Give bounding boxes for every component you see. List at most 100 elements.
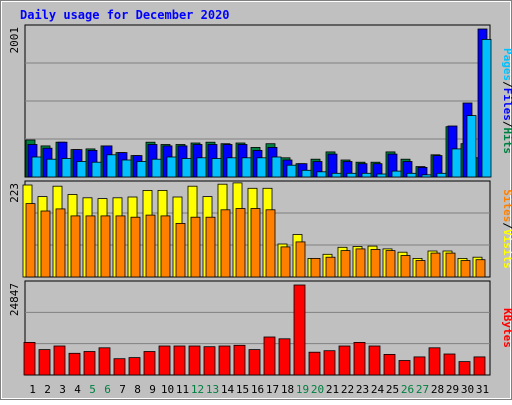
legend-part: /: [501, 81, 512, 88]
bar-visits-sites-day-29: [445, 252, 456, 278]
bar-hits-pages-day-7: [121, 159, 132, 178]
bar-kbytes-kbytes-day-17: [263, 336, 276, 376]
x-tick-label-day-17: 17: [266, 383, 279, 396]
bar-hits-pages-day-12: [196, 157, 207, 178]
bar-kbytes-kbytes-day-21: [323, 350, 336, 376]
bar-kbytes-kbytes-day-14: [218, 345, 231, 376]
bar-kbytes-kbytes-day-1: [23, 341, 36, 376]
bar-visits-sites-day-17: [265, 209, 276, 278]
bar-hits-pages-day-11: [181, 158, 192, 178]
bar-kbytes-kbytes-day-13: [203, 346, 216, 376]
bar-visits-sites-day-8: [130, 216, 141, 278]
bar-kbytes-kbytes-day-5: [83, 351, 96, 376]
bar-hits-pages-day-19: [301, 169, 312, 178]
bar-visits-sites-day-1: [25, 203, 36, 278]
bar-hits-pages-day-13: [211, 158, 222, 178]
x-tick-label-day-28: 28: [431, 383, 444, 396]
bar-kbytes-kbytes-day-25: [383, 353, 396, 376]
x-tick-label-day-30: 30: [461, 383, 474, 396]
bar-visits-sites-day-26: [400, 255, 411, 278]
x-tick-label-day-27: 27: [416, 383, 429, 396]
panel-max-label: 223: [8, 183, 21, 203]
bar-kbytes-kbytes-day-27: [413, 356, 426, 376]
x-tick-label-day-22: 22: [341, 383, 354, 396]
bar-kbytes-kbytes-day-3: [53, 345, 66, 376]
legend-part: /: [501, 121, 512, 128]
chart-title: Daily usage for December 2020: [20, 8, 230, 22]
bar-kbytes-kbytes-day-19: [293, 284, 306, 376]
bar-kbytes-kbytes-day-24: [368, 345, 381, 376]
bar-visits-sites-day-11: [175, 222, 186, 278]
bar-visits-sites-day-24: [370, 248, 381, 278]
bar-kbytes-kbytes-day-11: [173, 345, 186, 376]
x-tick-label-day-13: 13: [206, 383, 219, 396]
bar-visits-sites-day-21: [325, 256, 336, 278]
bar-hits-pages-day-4: [76, 161, 87, 178]
x-tick-label-day-18: 18: [281, 383, 294, 396]
bar-visits-sites-day-4: [70, 215, 81, 278]
legend-part: Visits: [501, 229, 512, 269]
legend-part: Hits: [501, 128, 512, 155]
bar-kbytes-kbytes-day-18: [278, 338, 291, 376]
x-tick-label-day-7: 7: [119, 383, 126, 396]
panel-legend-hits: Pages/Files/Hits: [501, 48, 512, 154]
bar-visits-sites-day-16: [250, 208, 261, 278]
x-tick-label-day-5: 5: [89, 383, 96, 396]
bar-visits-sites-day-12: [190, 216, 201, 278]
x-tick-label-day-8: 8: [134, 383, 141, 396]
outer-frame-highlight: [1, 1, 511, 399]
x-tick-label-day-4: 4: [74, 383, 81, 396]
bar-hits-pages-day-25: [391, 170, 402, 178]
bar-visits-sites-day-27: [415, 260, 426, 278]
bar-hits-pages-day-22: [346, 172, 357, 178]
bar-kbytes-kbytes-day-31: [473, 356, 486, 376]
bar-hits-pages-day-18: [286, 164, 297, 178]
bar-hits-pages-day-24: [376, 173, 387, 178]
x-tick-label-day-19: 19: [296, 383, 309, 396]
bar-visits-sites-day-10: [160, 215, 171, 278]
bar-kbytes-kbytes-day-30: [458, 361, 471, 376]
bar-hits-pages-day-6: [106, 154, 117, 178]
bar-visits-sites-day-5: [85, 215, 96, 278]
bar-kbytes-kbytes-day-15: [233, 344, 246, 376]
bar-hits-pages-day-16: [256, 157, 267, 178]
bar-visits-sites-day-18: [280, 246, 291, 278]
x-tick-label-day-26: 26: [401, 383, 414, 396]
x-tick-label-day-31: 31: [476, 383, 489, 396]
bar-kbytes-kbytes-day-8: [128, 357, 141, 376]
bar-visits-sites-day-9: [145, 214, 156, 278]
bar-visits-sites-day-31: [475, 259, 486, 278]
x-tick-label-day-6: 6: [104, 383, 111, 396]
panel-visits: 223 Sites/Visits: [8, 180, 512, 278]
bar-hits-pages-day-1: [31, 156, 42, 178]
x-tick-label-day-24: 24: [371, 383, 385, 396]
bar-hits-pages-day-27: [421, 174, 432, 178]
bar-hits-pages-day-14: [226, 157, 237, 178]
panel-max-label: 2001: [8, 27, 21, 54]
bar-kbytes-kbytes-day-9: [143, 351, 156, 376]
bar-visits-sites-day-30: [460, 260, 471, 278]
panel-kbytes: 24847 KBytes: [8, 280, 512, 376]
bar-hits-pages-day-21: [331, 172, 342, 178]
x-tick-label-day-29: 29: [446, 383, 459, 396]
bar-hits-pages-day-9: [151, 158, 162, 178]
x-tick-label-day-14: 14: [221, 383, 235, 396]
bar-hits-pages-day-2: [46, 158, 57, 178]
bar-hits-pages-day-29: [451, 148, 462, 178]
panel-legend-kbytes: KBytes: [501, 308, 512, 348]
panel-hits: 2001 Pages/Files/Hits: [8, 24, 512, 178]
bar-kbytes-kbytes-day-26: [398, 360, 411, 376]
bar-kbytes-kbytes-day-7: [113, 358, 126, 376]
bar-visits-sites-day-3: [55, 208, 66, 278]
panel-max-label: 24847: [8, 283, 21, 316]
bar-visits-sites-day-14: [220, 209, 231, 278]
x-tick-label-day-1: 1: [29, 383, 36, 396]
x-tick-label-day-23: 23: [356, 383, 369, 396]
panel-legend-visits: Sites/Visits: [501, 189, 512, 269]
bar-hits-pages-day-10: [166, 156, 177, 178]
x-tick-label-day-21: 21: [326, 383, 339, 396]
legend-part: KBytes: [501, 308, 512, 348]
bar-visits-sites-day-19: [295, 241, 306, 278]
x-tick-label-day-9: 9: [149, 383, 156, 396]
